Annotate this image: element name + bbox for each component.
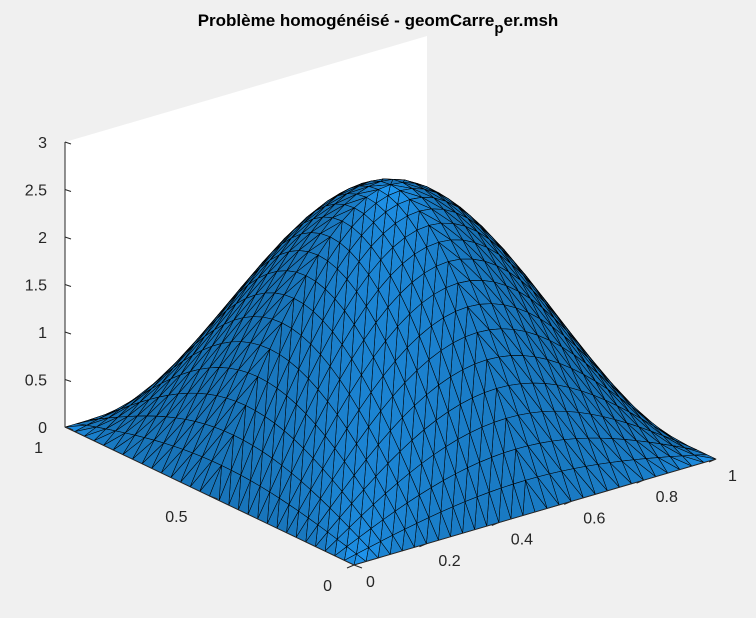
z-tick-label: 2 <box>38 230 47 247</box>
x-tick-mark <box>708 458 717 463</box>
z-tick-mark <box>64 426 72 430</box>
z-tick-mark <box>64 284 72 287</box>
z-tick-label: 3 <box>38 135 47 152</box>
z-tick-mark <box>64 236 72 240</box>
x-tick-mark <box>346 564 355 569</box>
z-tick-label: 0.5 <box>25 373 47 390</box>
x-tick-mark <box>636 479 644 484</box>
chart-title: Problème homogénéisé - geomCarreper.msh <box>198 11 559 37</box>
z-tick-mark <box>64 141 72 145</box>
x-tick-mark <box>491 522 499 527</box>
x-tick-label: 0.8 <box>656 489 678 506</box>
y-tick-mark <box>353 564 363 569</box>
z-tick-label: 2.5 <box>25 183 47 200</box>
y-axis: 00.51 <box>34 426 363 595</box>
x-tick-label: 0.6 <box>583 510 605 527</box>
z-tick-mark <box>64 189 72 192</box>
x-tick-mark <box>419 543 427 548</box>
surface-plot <box>64 178 717 566</box>
y-tick-label: 1 <box>34 440 43 457</box>
x-tick-label: 0 <box>366 574 375 591</box>
x-tick-mark <box>564 500 572 505</box>
title-subscript: p <box>494 20 503 37</box>
z-tick-label: 1.5 <box>25 278 47 295</box>
z-tick-label: 1 <box>38 325 47 342</box>
x-axis: 0 0.2 0.4 0.6 0.8 1 <box>346 458 737 591</box>
z-tick-mark <box>64 331 72 335</box>
z-axis: 0 0.5 1 1.5 2 2.5 3 <box>25 135 72 437</box>
z-tick-label: 0 <box>38 420 47 437</box>
z-tick-mark <box>64 379 72 382</box>
y-tick-label: 0 <box>323 578 332 595</box>
x-tick-label: 0.2 <box>438 553 460 570</box>
title-suffix: er.msh <box>504 11 559 30</box>
x-tick-label: 0.4 <box>511 532 533 549</box>
x-tick-label: 1 <box>728 468 737 485</box>
y-tick-label: 0.5 <box>165 509 187 526</box>
y-tick-mark <box>209 495 218 500</box>
x-axis-line <box>353 458 717 566</box>
